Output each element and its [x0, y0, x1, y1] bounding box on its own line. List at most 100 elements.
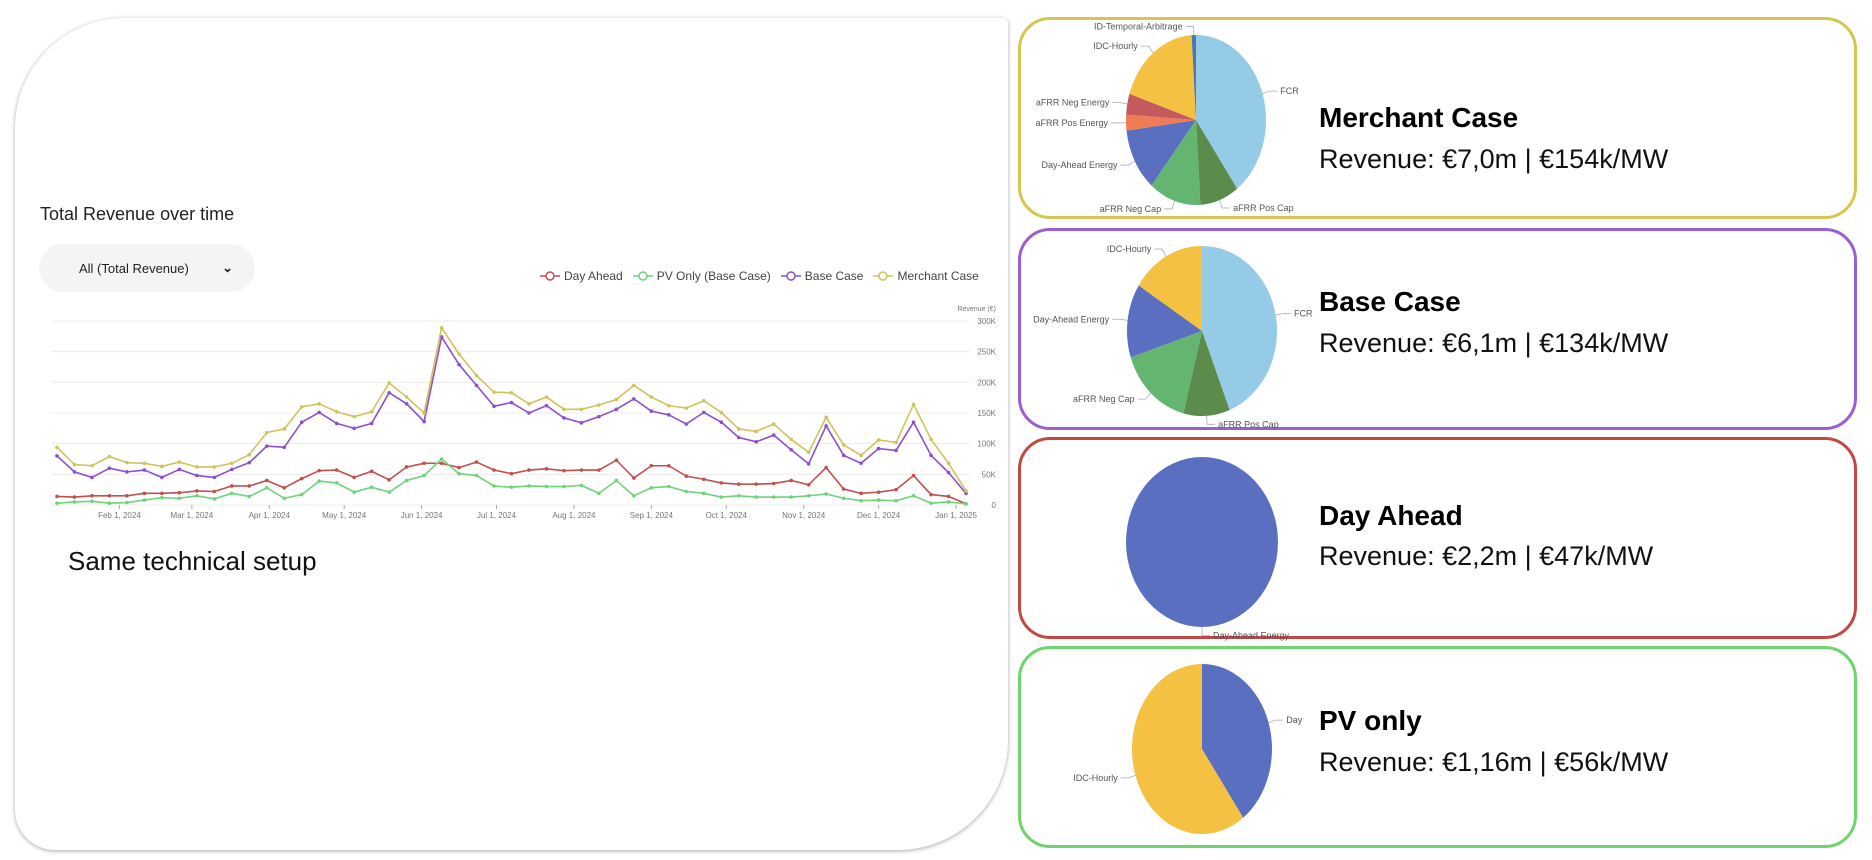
pie-chart-pv-only: Day IDC-Hourly	[1073, 664, 1303, 834]
pie-label: aFRR Pos Cap	[1218, 419, 1279, 429]
data-point	[562, 407, 566, 412]
data-point	[894, 487, 898, 492]
data-point	[684, 489, 689, 494]
data-point	[667, 403, 671, 408]
pie-label: aFRR Pos Cap	[1233, 203, 1294, 213]
data-point	[771, 481, 776, 486]
data-point	[474, 373, 479, 378]
pie-slice	[1127, 285, 1202, 358]
card-base-case: FCR aFRR Pos Cap aFRR Neg Cap Day-Ahead Ene…	[1018, 228, 1857, 430]
data-point	[859, 453, 863, 458]
pie-slice	[1202, 246, 1277, 411]
data-point	[299, 420, 304, 425]
data-point	[474, 473, 479, 478]
data-point	[247, 452, 252, 457]
pie-slice	[1191, 35, 1196, 120]
data-point	[736, 482, 741, 486]
data-point	[701, 491, 706, 496]
pie-slice	[1129, 35, 1196, 121]
data-point	[929, 492, 933, 497]
data-point	[632, 476, 636, 480]
data-point	[457, 465, 461, 470]
card-title: Day Ahead	[1319, 500, 1463, 531]
pie-label: IDC-Hourly	[1073, 773, 1118, 783]
legend-item[interactable]: Merchant Case	[873, 269, 979, 283]
data-point	[422, 473, 426, 478]
data-point	[841, 453, 846, 458]
data-point	[492, 404, 496, 409]
x-tick-label: Oct 1, 2024	[706, 511, 748, 520]
data-point	[72, 500, 77, 504]
data-point	[911, 494, 916, 498]
data-point	[649, 409, 654, 413]
pie-label: aFRR Neg Cap	[1073, 394, 1135, 404]
line-chart: 0 50K 100K 150K 200K 250K 300K Revenue (€) Feb 1…	[52, 306, 997, 520]
data-point	[719, 420, 724, 425]
data-point	[911, 402, 916, 407]
pie-leader-line	[1262, 90, 1278, 95]
revenue-panel	[15, 18, 1008, 850]
revenue-type-dropdown[interactable]: All (Total Revenue) ⌄	[39, 244, 255, 292]
x-tick-label: Mar 1, 2024	[171, 511, 214, 520]
card-merchant-case: FCR aFRR Pos Cap aFRR Neg Cap Day-Ahead Ene…	[1018, 17, 1857, 219]
data-point	[264, 486, 269, 490]
pie-label: FCR	[1294, 308, 1313, 318]
data-point	[195, 494, 199, 498]
data-point	[177, 467, 182, 472]
data-point	[806, 482, 811, 487]
chevron-down-icon: ⌄	[222, 260, 233, 275]
data-point	[667, 413, 671, 417]
pie-label: Day-Ahead Energy	[1033, 314, 1110, 324]
data-point	[667, 484, 671, 489]
data-point	[334, 421, 339, 426]
data-point	[352, 414, 356, 419]
pie-label: ID-Temporal-Arbitrage	[1094, 22, 1183, 32]
data-point	[824, 492, 828, 496]
data-point	[369, 421, 374, 426]
data-point	[841, 496, 846, 501]
data-point	[614, 407, 619, 412]
data-point	[649, 395, 654, 399]
data-point	[771, 433, 776, 437]
data-point	[90, 499, 94, 504]
pie-leader-line	[1268, 719, 1284, 724]
data-point	[317, 479, 322, 483]
data-point	[282, 427, 287, 431]
pie-leader-line	[1120, 774, 1136, 779]
data-point	[597, 491, 601, 496]
card-pv-only: Day IDC-Hourly PV only Revenue: €1,16m | …	[1018, 646, 1857, 848]
pie-leader-line	[1112, 102, 1128, 105]
data-point	[334, 468, 339, 472]
legend-item[interactable]: Day Ahead	[540, 269, 623, 283]
data-point	[771, 422, 776, 426]
data-point	[859, 491, 863, 496]
data-point	[649, 463, 654, 468]
data-point	[824, 465, 828, 470]
pie-leader-line	[1112, 318, 1128, 321]
data-point	[195, 465, 199, 469]
data-point	[841, 443, 846, 447]
pie-label: IDC-Hourly	[1093, 41, 1138, 51]
data-point	[125, 494, 129, 498]
data-point	[439, 325, 444, 330]
pie-slice	[1132, 664, 1244, 834]
legend-item[interactable]: PV Only (Base Case)	[632, 269, 771, 283]
pie-leader-line	[1185, 26, 1195, 36]
legend-label: PV Only (Base Case)	[656, 269, 771, 283]
pie-leader-line	[1275, 313, 1292, 316]
data-point	[369, 409, 374, 414]
pie-label: FCR	[1280, 86, 1299, 96]
data-point	[142, 468, 147, 472]
data-point	[439, 457, 444, 461]
data-point	[929, 501, 933, 505]
data-point	[632, 383, 636, 388]
data-point	[527, 402, 531, 406]
data-point	[632, 397, 636, 401]
data-point	[614, 478, 619, 483]
y-tick-label: 200K	[977, 378, 996, 387]
series-line-merchant-case	[56, 325, 967, 492]
legend-item[interactable]: Base Case	[780, 269, 863, 283]
data-point	[859, 461, 863, 466]
data-point	[369, 469, 374, 474]
data-point	[684, 422, 689, 426]
